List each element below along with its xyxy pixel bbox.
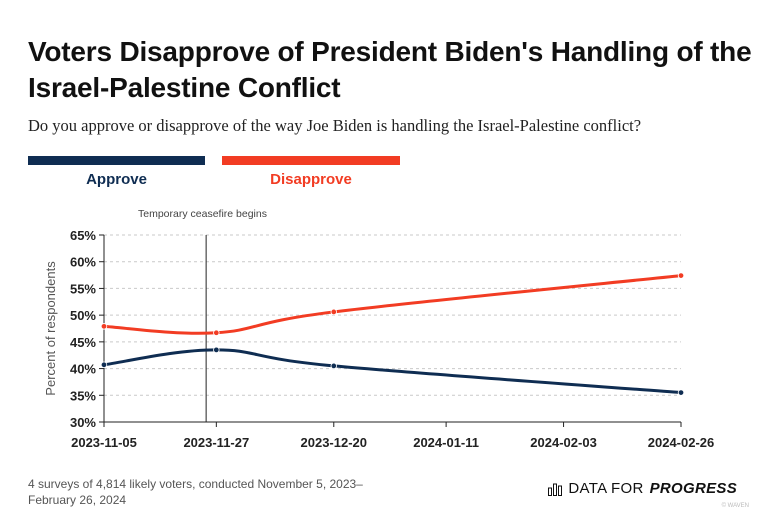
x-tick-label: 2024-01-11 — [413, 435, 479, 450]
x-tick-label: 2024-02-03 — [530, 435, 597, 450]
y-tick-label: 35% — [70, 388, 96, 403]
data-point-disapprove — [213, 329, 220, 336]
legend-swatch-approve — [28, 156, 205, 165]
legend-label-approve: Approve — [86, 171, 147, 188]
data-point-disapprove — [100, 323, 108, 330]
data-point-disapprove — [677, 272, 685, 279]
y-tick-label: 30% — [70, 415, 96, 430]
credit-text: © WAVEN — [721, 503, 749, 509]
data-point-approve — [330, 362, 337, 370]
bar-chart-icon — [548, 483, 563, 496]
y-tick-label: 65% — [70, 228, 96, 243]
series-line-disapprove — [102, 274, 683, 335]
y-tick-label: 45% — [70, 335, 96, 350]
data-point-disapprove — [330, 308, 337, 316]
data-point-approve — [100, 361, 108, 369]
x-tick-label: 2024-02-26 — [648, 435, 715, 450]
brand-strong: PROGRESS — [649, 480, 737, 497]
line-chart: 30% 35% 40% 45% 50% 55% 60% 65% 2023-11-05 2023-1… — [43, 208, 715, 450]
legend-item-disapprove: Disapprove — [222, 156, 400, 192]
annotation-label: Temporary ceasefire begins — [138, 208, 267, 220]
chart-subtitle: Do you approve or disapprove of the way … — [28, 116, 642, 135]
legend-swatch-disapprove — [222, 156, 400, 165]
y-axis-label: Percent of respondents — [43, 261, 58, 396]
data-point-approve — [213, 346, 220, 354]
x-tick-label: 2023-12-20 — [301, 435, 368, 450]
y-tick-label: 40% — [70, 362, 96, 377]
data-point-approve — [677, 389, 685, 396]
footer-note: 4 surveys of 4,814 likely voters, conduc… — [28, 477, 363, 507]
series-line-approve — [102, 348, 683, 395]
y-tick-label: 60% — [70, 255, 96, 270]
y-tick-label: 50% — [70, 308, 96, 323]
chart-title: Voters Disapprove of President Biden's H… — [28, 36, 752, 103]
brand-logo: DATA FOR PROGRESS — [548, 480, 737, 497]
x-tick-label: 2023-11-05 — [71, 435, 137, 450]
x-tick-label: 2023-11-27 — [183, 435, 249, 450]
y-tick-label: 55% — [70, 281, 96, 296]
legend-label-disapprove: Disapprove — [270, 171, 352, 188]
brand-prefix: DATA FOR — [568, 480, 644, 497]
legend-item-approve: Approve — [28, 156, 205, 192]
